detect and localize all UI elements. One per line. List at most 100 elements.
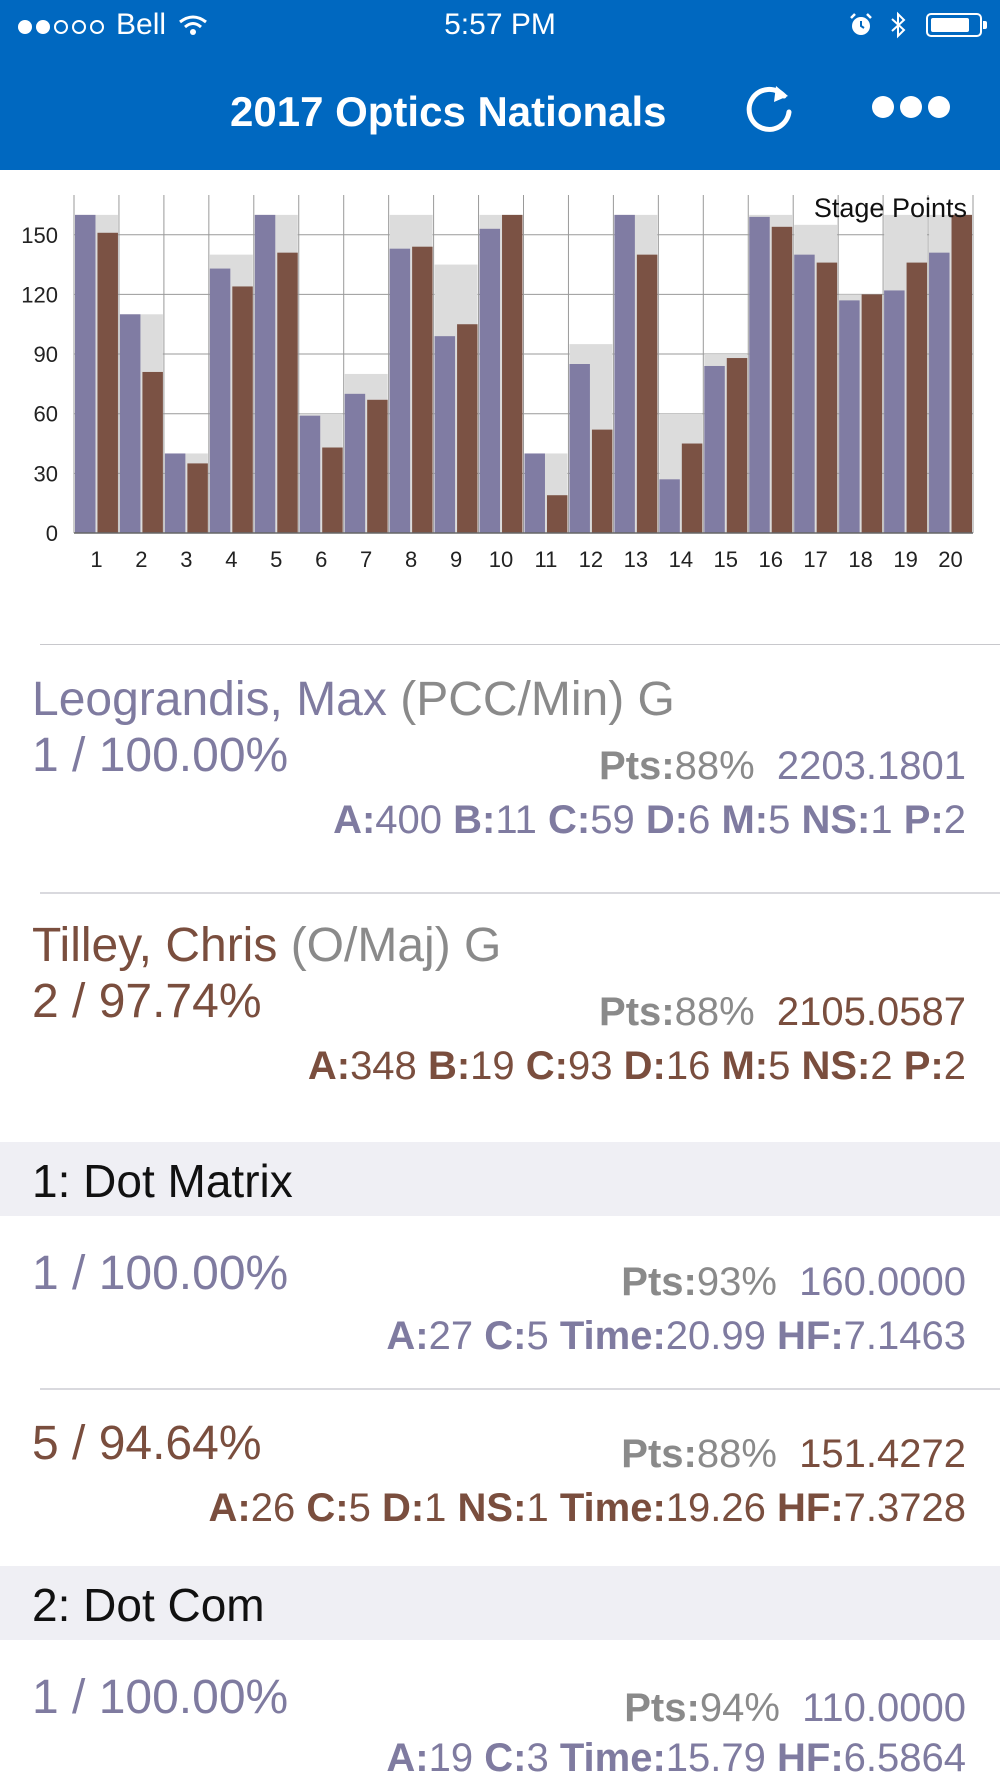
stage-rank: 1 / 100.00% [32, 1247, 289, 1300]
more-button[interactable] [872, 96, 956, 120]
stat-label: NS: [457, 1486, 527, 1530]
stage-rank: 5 / 94.64% [32, 1417, 262, 1470]
bar-series-1 [389, 248, 411, 533]
nav-bar: 2017 Optics Nationals [0, 52, 1000, 170]
stat-label: C: [548, 798, 591, 842]
y-tick-label: 30 [34, 461, 58, 486]
stage-result-row[interactable]: 1 / 100.00% Pts:94% 110.0000 A:19 C:3 Ti… [0, 1640, 1000, 1780]
y-tick-label: 120 [21, 282, 58, 307]
stat-value: 20.99 [665, 1314, 766, 1358]
chart-title: Stage Points [814, 193, 967, 223]
stat-value: 19 [470, 1044, 515, 1088]
stage-rank: 1 / 100.00% [32, 1671, 289, 1724]
stat-value: 6 [688, 798, 711, 842]
stage-header: 2: Dot Com [0, 1566, 1000, 1640]
bar-series-2 [636, 254, 658, 533]
y-tick-label: 90 [34, 342, 58, 367]
stat-label: A: [208, 1486, 251, 1530]
bar-series-1 [794, 254, 815, 533]
total-score: 2203.1801 [776, 744, 966, 788]
bar-series-2 [457, 324, 478, 533]
pts-percent: 94% [699, 1686, 780, 1730]
x-tick-label: 18 [848, 547, 872, 572]
x-tick-label: 7 [360, 547, 372, 572]
x-tick-label: 15 [714, 547, 738, 572]
y-tick-label: 0 [46, 521, 58, 546]
pts-label: Pts: [621, 1260, 697, 1304]
stat-value: 2 [870, 1044, 893, 1088]
stat-value: 1 [526, 1486, 549, 1530]
competitor-name-line: Tilley, Chris (O/Maj) G [32, 918, 501, 973]
bar-series-1 [209, 268, 231, 533]
x-tick-label: 4 [225, 547, 237, 572]
competitor-card[interactable]: Leograndis, Max (PCC/Min) G 1 / 100.00% … [0, 660, 1000, 880]
stat-label: Time: [559, 1486, 666, 1530]
stat-value: 5 [526, 1314, 549, 1358]
divider [40, 644, 1000, 645]
competitor-rank: 2 / 97.74% [32, 975, 262, 1028]
hit-stats: A:400 B:11 C:59 D:6 M:5 NS:1 P:2 [333, 798, 966, 843]
bar-series-2 [951, 214, 972, 533]
competitor-card[interactable]: Tilley, Chris (O/Maj) G 2 / 97.74% Pts:8… [0, 906, 1000, 1126]
stage-result-row[interactable]: 5 / 94.64% Pts:88% 151.4272 A:26 C:5 D:1… [0, 1392, 1000, 1562]
stat-label: A: [333, 798, 376, 842]
stat-value: 93 [568, 1044, 613, 1088]
x-tick-label: 17 [803, 547, 827, 572]
bar-series-1 [749, 216, 770, 533]
x-tick-label: 20 [938, 547, 962, 572]
stat-value: 16 [665, 1044, 711, 1088]
hit-stats: A:348 B:19 C:93 D:16 M:5 NS:2 P:2 [308, 1044, 966, 1089]
stage-result-row[interactable]: 1 / 100.00% Pts:93% 160.0000 A:27 C:5 Ti… [0, 1216, 1000, 1386]
divider [40, 892, 1000, 894]
y-tick-label: 150 [21, 223, 58, 248]
bar-series-1 [704, 365, 725, 533]
stage-title: 2: Dot Com [32, 1579, 265, 1631]
stage-score: 160.0000 [799, 1260, 966, 1304]
bluetooth-icon [891, 11, 906, 39]
stat-label: Time: [559, 1736, 666, 1780]
stat-value: 11 [495, 798, 537, 842]
competitor-points: Pts:88% 2203.1801 [599, 744, 966, 789]
bar-series-2 [726, 358, 748, 533]
bar-series-2 [97, 232, 118, 533]
pts-label: Pts: [624, 1686, 700, 1730]
competitor-division: (PCC/Min) G [400, 673, 675, 726]
x-tick-label: 13 [624, 547, 648, 572]
stat-value: 1 [870, 798, 893, 842]
stat-value: 15.79 [665, 1736, 766, 1780]
alarm-icon [850, 13, 872, 35]
wifi-icon [179, 15, 207, 35]
bar-series-1 [344, 393, 366, 533]
stat-value: 5 [768, 798, 791, 842]
bar-series-2 [861, 294, 883, 533]
stat-value: 400 [375, 798, 443, 842]
bar-series-2 [816, 262, 838, 533]
stage-points: Pts:93% 160.0000 [621, 1260, 966, 1305]
stat-value: 3 [526, 1736, 549, 1780]
bar-series-2 [277, 252, 298, 533]
bar-series-2 [771, 226, 793, 533]
stat-label: D: [645, 798, 689, 842]
stat-label: D: [623, 1044, 666, 1088]
bar-series-2 [591, 429, 613, 533]
stat-value: 348 [350, 1044, 417, 1088]
competitor-name-line: Leograndis, Max (PCC/Min) G [32, 672, 675, 727]
competitor-name: Tilley, Chris [32, 919, 278, 972]
stage-points: Pts:88% 151.4272 [621, 1432, 966, 1477]
stage-title: 1: Dot Matrix [32, 1155, 293, 1207]
x-tick-label: 6 [315, 547, 327, 572]
status-bar: Bell 5:57 PM [0, 0, 1000, 52]
bar-series-1 [119, 314, 141, 533]
refresh-icon[interactable] [740, 78, 800, 138]
pts-percent: 88% [696, 1432, 777, 1476]
bar-series-1 [929, 252, 950, 533]
competitor-name: Leograndis, Max [32, 673, 387, 726]
stat-label: P: [903, 798, 944, 842]
more-dot-icon [872, 96, 894, 118]
bar-series-2 [412, 246, 433, 533]
stat-value: 59 [590, 798, 635, 842]
stat-value: 6.5864 [843, 1736, 966, 1780]
bar-series-1 [75, 214, 96, 533]
bar-series-1 [884, 290, 905, 533]
stat-label: C: [484, 1314, 527, 1358]
